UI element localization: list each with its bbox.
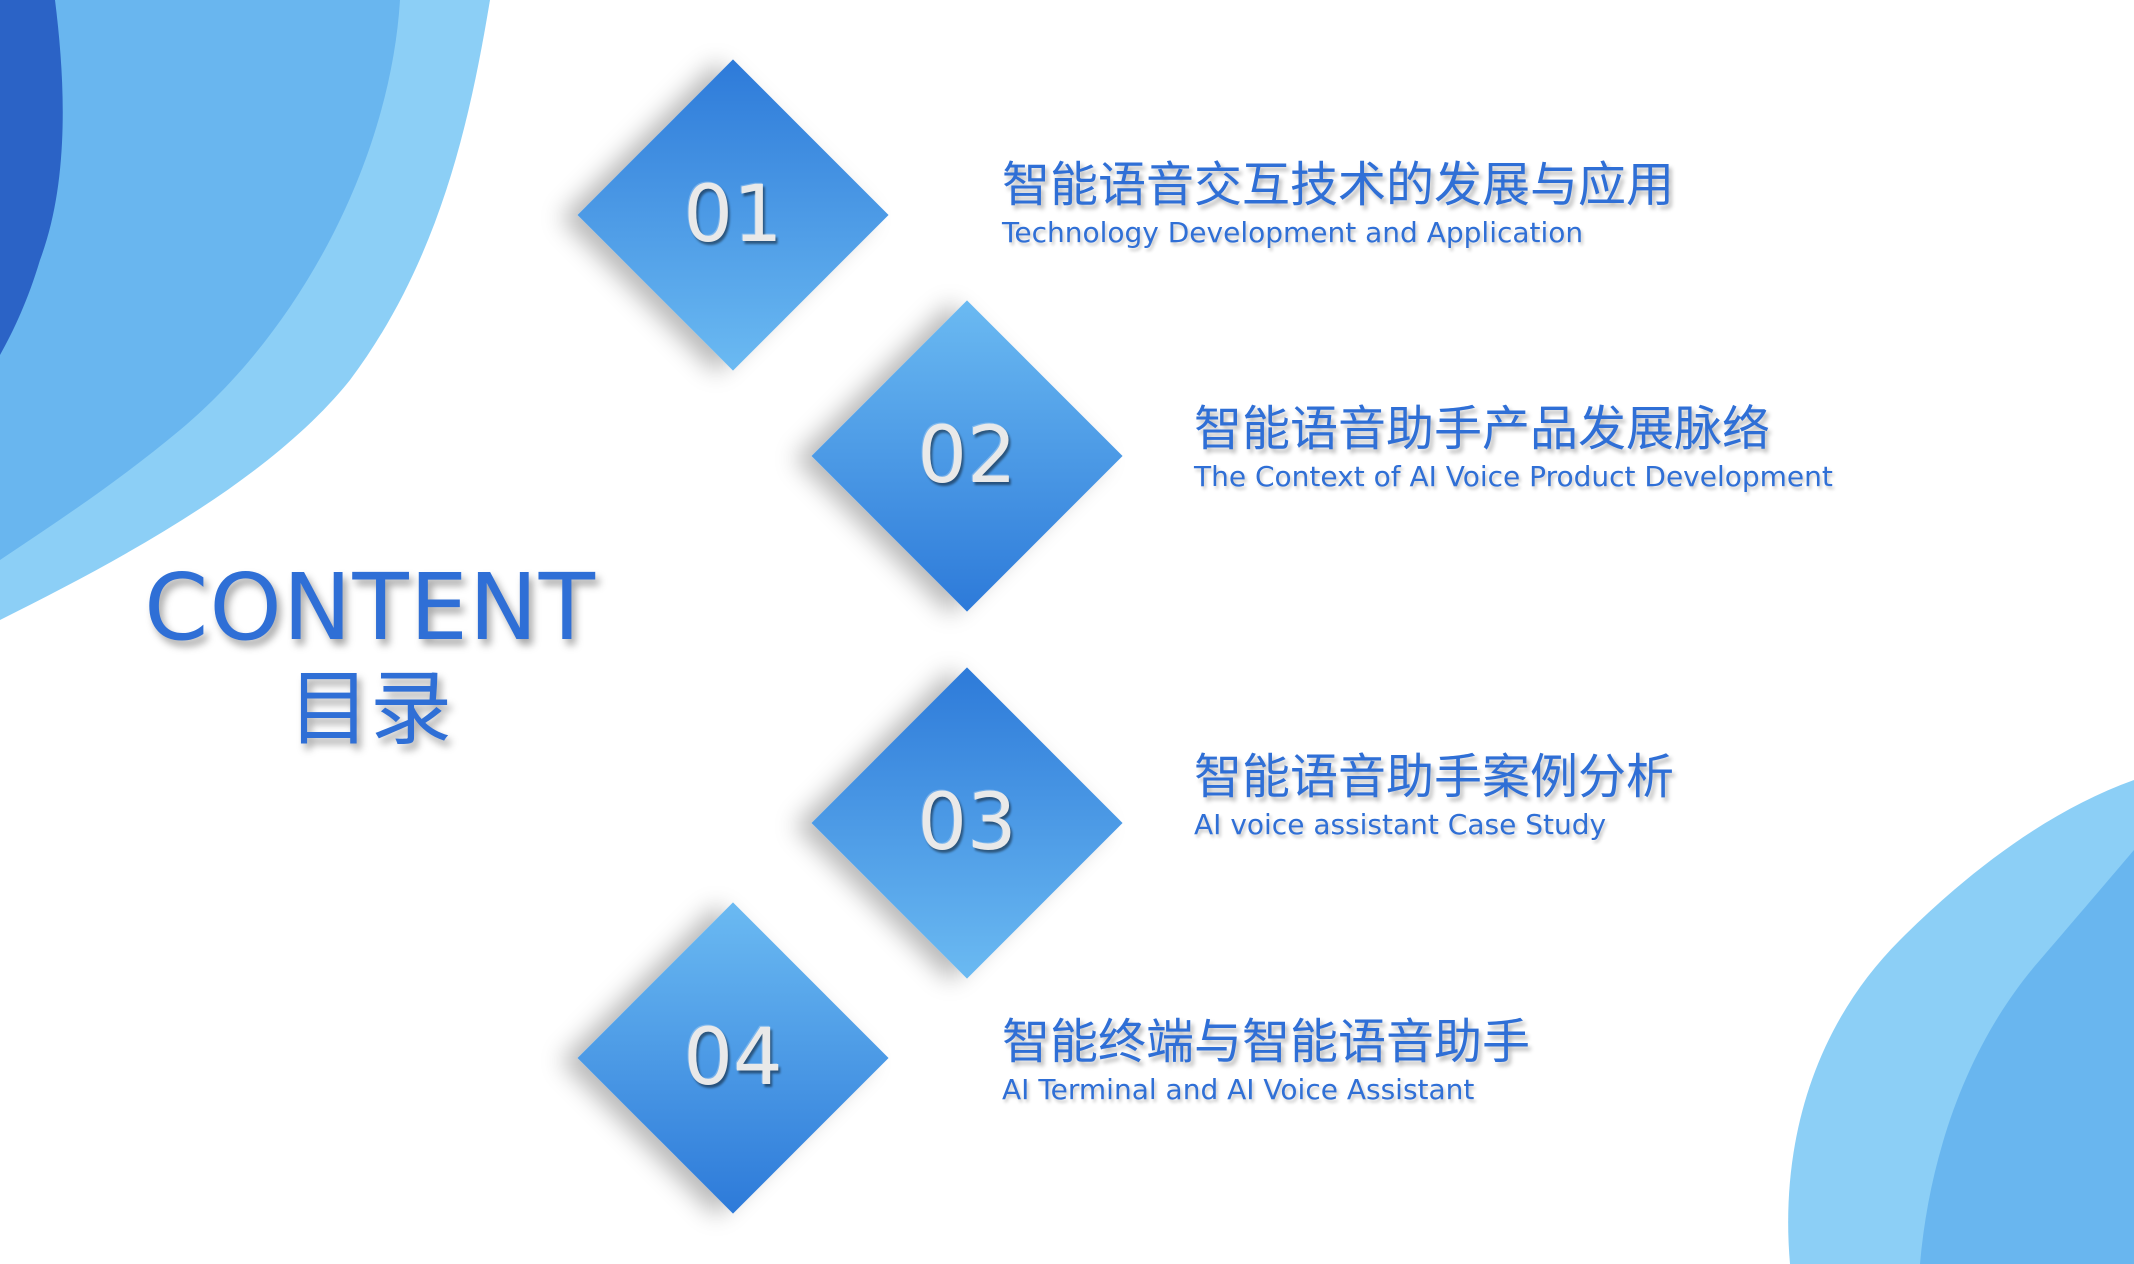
item-title-zh-03: 智能语音助手案例分析 <box>1194 749 1675 805</box>
item-title-en-03: AI voice assistant Case Study <box>1194 808 1607 842</box>
content-title-block: CONTENT 目录 <box>130 554 610 757</box>
diamond-item-02[interactable]: 02 <box>811 300 1123 612</box>
item-text-02[interactable]: 智能语音助手产品发展脉络 The Context of AI Voice Pro… <box>1194 401 1833 494</box>
item-title-zh-04: 智能终端与智能语音助手 <box>1002 1014 1531 1070</box>
item-title-zh-01: 智能语音交互技术的发展与应用 <box>1002 157 1675 213</box>
item-title-en-04: AI Terminal and AI Voice Assistant <box>1002 1073 1475 1107</box>
content-title-english: CONTENT <box>144 554 596 661</box>
diamond-item-04[interactable]: 04 <box>577 902 889 1214</box>
bottom-right-mid-wave <box>1920 850 2134 1264</box>
item-text-03[interactable]: 智能语音助手案例分析 AI voice assistant Case Study <box>1194 749 1675 842</box>
top-left-mid-wave <box>0 0 400 560</box>
diamond-number-01: 01 <box>683 170 783 260</box>
item-title-en-02: The Context of AI Voice Product Developm… <box>1194 460 1833 494</box>
diamond-item-03[interactable]: 03 <box>811 667 1123 979</box>
item-text-01[interactable]: 智能语音交互技术的发展与应用 Technology Development an… <box>1002 157 1675 250</box>
item-title-en-01: Technology Development and Application <box>1002 216 1584 250</box>
item-text-04[interactable]: 智能终端与智能语音助手 AI Terminal and AI Voice Ass… <box>1002 1014 1531 1107</box>
diamond-item-01[interactable]: 01 <box>577 59 889 371</box>
diamond-number-04: 04 <box>683 1013 783 1103</box>
diamond-number-03: 03 <box>917 778 1017 868</box>
content-title-chinese: 目录 <box>287 661 452 757</box>
item-title-zh-02: 智能语音助手产品发展脉络 <box>1194 401 1771 457</box>
diamond-number-02: 02 <box>917 411 1017 501</box>
top-left-dark-wave <box>0 0 63 355</box>
